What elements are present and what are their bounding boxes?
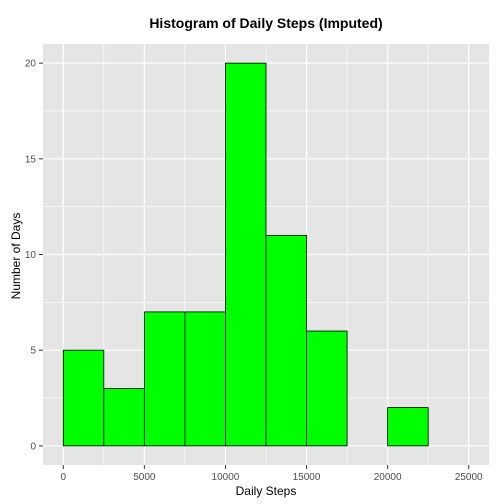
- y-axis: 0 5 10 15 20: [25, 59, 43, 452]
- histogram-bar: [184, 311, 226, 447]
- x-axis-title: Daily Steps: [236, 484, 297, 498]
- y-tick-label: 15: [25, 154, 37, 165]
- histogram-bar: [103, 388, 145, 447]
- x-axis: 0 5000 10000 15000 20000 25000: [60, 465, 483, 483]
- histogram-bar: [143, 311, 186, 447]
- y-axis-title: Number of Days: [9, 213, 23, 300]
- x-tick-label: 5000: [133, 472, 156, 483]
- x-tick-label: 0: [60, 472, 66, 483]
- histogram-bar: [265, 234, 307, 447]
- x-tick-label: 25000: [455, 472, 483, 483]
- histogram-bar: [306, 330, 348, 447]
- x-tick-label: 20000: [374, 472, 402, 483]
- histogram-bar: [225, 62, 267, 447]
- y-tick-label: 20: [25, 59, 37, 70]
- chart-title: Histogram of Daily Steps (Imputed): [149, 15, 382, 31]
- y-tick-label: 10: [25, 250, 37, 261]
- x-tick-label: 10000: [212, 472, 240, 483]
- histogram-bar: [62, 349, 105, 447]
- histogram-bar: [387, 407, 429, 447]
- bars: [62, 62, 429, 447]
- y-tick-label: 0: [30, 441, 36, 452]
- y-tick-label: 5: [30, 346, 36, 357]
- x-tick-label: 15000: [293, 472, 321, 483]
